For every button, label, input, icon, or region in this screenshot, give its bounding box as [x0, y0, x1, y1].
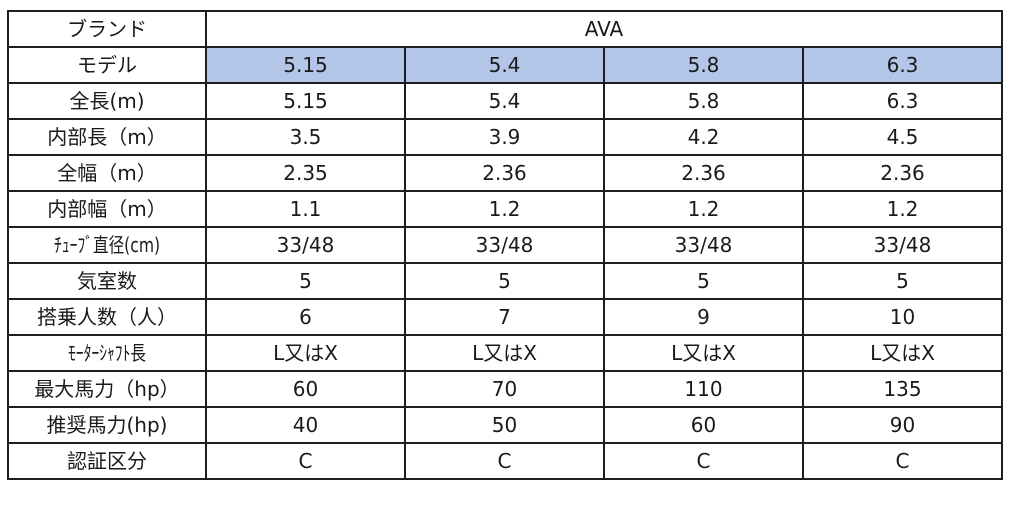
brand-value-cell: AVA — [205, 10, 1003, 48]
spec-value-cell: 110 — [603, 370, 804, 408]
spec-value-cell: 90 — [802, 406, 1003, 444]
spec-value-cell: L又はX — [802, 334, 1003, 372]
spec-label-cell: 気室数 — [7, 262, 207, 300]
spec-value-cell: 5 — [404, 262, 605, 300]
spec-value-cell: 5 — [205, 262, 406, 300]
spec-value-cell: 2.36 — [404, 154, 605, 192]
spec-value-cell: C — [205, 442, 406, 480]
spec-value-cell: 3.5 — [205, 118, 406, 156]
model-label-cell: モデル — [7, 46, 207, 84]
spec-value-cell: 2.36 — [603, 154, 804, 192]
spec-value-cell: 70 — [404, 370, 605, 408]
spec-value-cell: L又はX — [404, 334, 605, 372]
spec-value-cell: 4.2 — [603, 118, 804, 156]
spec-value-cell: 33/48 — [603, 226, 804, 264]
spec-value-cell: 5 — [603, 262, 804, 300]
spec-row-capacity: 搭乗人数（人） 6 7 9 10 — [7, 298, 1003, 336]
spec-value-cell: C — [404, 442, 605, 480]
spec-value-cell: 60 — [205, 370, 406, 408]
spec-value-cell: 3.9 — [404, 118, 605, 156]
model-value-cell: 6.3 — [802, 46, 1003, 84]
brand-label-cell: ブランド — [7, 10, 207, 48]
spec-row-air-chambers: 気室数 5 5 5 5 — [7, 262, 1003, 300]
spec-value-cell: 33/48 — [404, 226, 605, 264]
spec-label-cell: 内部長（m） — [7, 118, 207, 156]
spec-label-cell: ﾓｰﾀｰｼｬﾌﾄ長 — [7, 334, 207, 372]
spec-row-certification: 認証区分 C C C C — [7, 442, 1003, 480]
spec-value-cell: 1.1 — [205, 190, 406, 228]
spec-value-cell: C — [603, 442, 804, 480]
model-value-cell: 5.15 — [205, 46, 406, 84]
spec-value-cell: 1.2 — [404, 190, 605, 228]
spec-row-total-length: 全長(m) 5.15 5.4 5.8 6.3 — [7, 82, 1003, 120]
spec-value-cell: 6 — [205, 298, 406, 336]
spec-value-cell: 10 — [802, 298, 1003, 336]
spec-value-cell: 2.35 — [205, 154, 406, 192]
spec-value-cell: 4.5 — [802, 118, 1003, 156]
spec-value-cell: 5.8 — [603, 82, 804, 120]
spec-value-cell: 5.15 — [205, 82, 406, 120]
spec-row-recommended-hp: 推奨馬力(hp) 40 50 60 90 — [7, 406, 1003, 444]
spec-row-max-hp: 最大馬力（hp） 60 70 110 135 — [7, 370, 1003, 408]
spec-label-text: ﾁｭｰﾌﾞ直径(cm) — [53, 233, 161, 257]
spec-label-cell: 最大馬力（hp） — [7, 370, 207, 408]
spec-value-cell: 1.2 — [603, 190, 804, 228]
spec-label-cell: 全長(m) — [7, 82, 207, 120]
model-row: モデル 5.15 5.4 5.8 6.3 — [7, 46, 1003, 84]
spec-value-cell: 9 — [603, 298, 804, 336]
spec-value-cell: 50 — [404, 406, 605, 444]
spec-label-cell: 内部幅（m） — [7, 190, 207, 228]
spec-label-text: ﾓｰﾀｰｼｬﾌﾄ長 — [68, 341, 146, 365]
spec-label-cell: ﾁｭｰﾌﾞ直径(cm) — [7, 226, 207, 264]
spec-value-cell: C — [802, 442, 1003, 480]
spec-row-total-width: 全幅（m） 2.35 2.36 2.36 2.36 — [7, 154, 1003, 192]
brand-row: ブランド AVA — [7, 10, 1003, 48]
spec-value-cell: 1.2 — [802, 190, 1003, 228]
spec-row-inner-width: 内部幅（m） 1.1 1.2 1.2 1.2 — [7, 190, 1003, 228]
spec-value-cell: 6.3 — [802, 82, 1003, 120]
spec-row-shaft-length: ﾓｰﾀｰｼｬﾌﾄ長 L又はX L又はX L又はX L又はX — [7, 334, 1003, 372]
model-value-cell: 5.8 — [603, 46, 804, 84]
spec-label-cell: 全幅（m） — [7, 154, 207, 192]
spec-value-cell: L又はX — [205, 334, 406, 372]
spec-row-inner-length: 内部長（m） 3.5 3.9 4.2 4.5 — [7, 118, 1003, 156]
spec-table: ブランド AVA モデル 5.15 5.4 5.8 6.3 全長(m) 5.15… — [7, 10, 1003, 480]
spec-value-cell: 33/48 — [802, 226, 1003, 264]
spec-label-cell: 推奨馬力(hp) — [7, 406, 207, 444]
model-value-cell: 5.4 — [404, 46, 605, 84]
spec-value-cell: 60 — [603, 406, 804, 444]
spec-label-cell: 認証区分 — [7, 442, 207, 480]
spec-value-cell: 135 — [802, 370, 1003, 408]
spec-value-cell: L又はX — [603, 334, 804, 372]
spec-value-cell: 5.4 — [404, 82, 605, 120]
spec-value-cell: 33/48 — [205, 226, 406, 264]
spec-label-cell: 搭乗人数（人） — [7, 298, 207, 336]
spec-value-cell: 5 — [802, 262, 1003, 300]
spec-value-cell: 40 — [205, 406, 406, 444]
spec-row-tube-diameter: ﾁｭｰﾌﾞ直径(cm) 33/48 33/48 33/48 33/48 — [7, 226, 1003, 264]
spec-value-cell: 2.36 — [802, 154, 1003, 192]
spec-value-cell: 7 — [404, 298, 605, 336]
